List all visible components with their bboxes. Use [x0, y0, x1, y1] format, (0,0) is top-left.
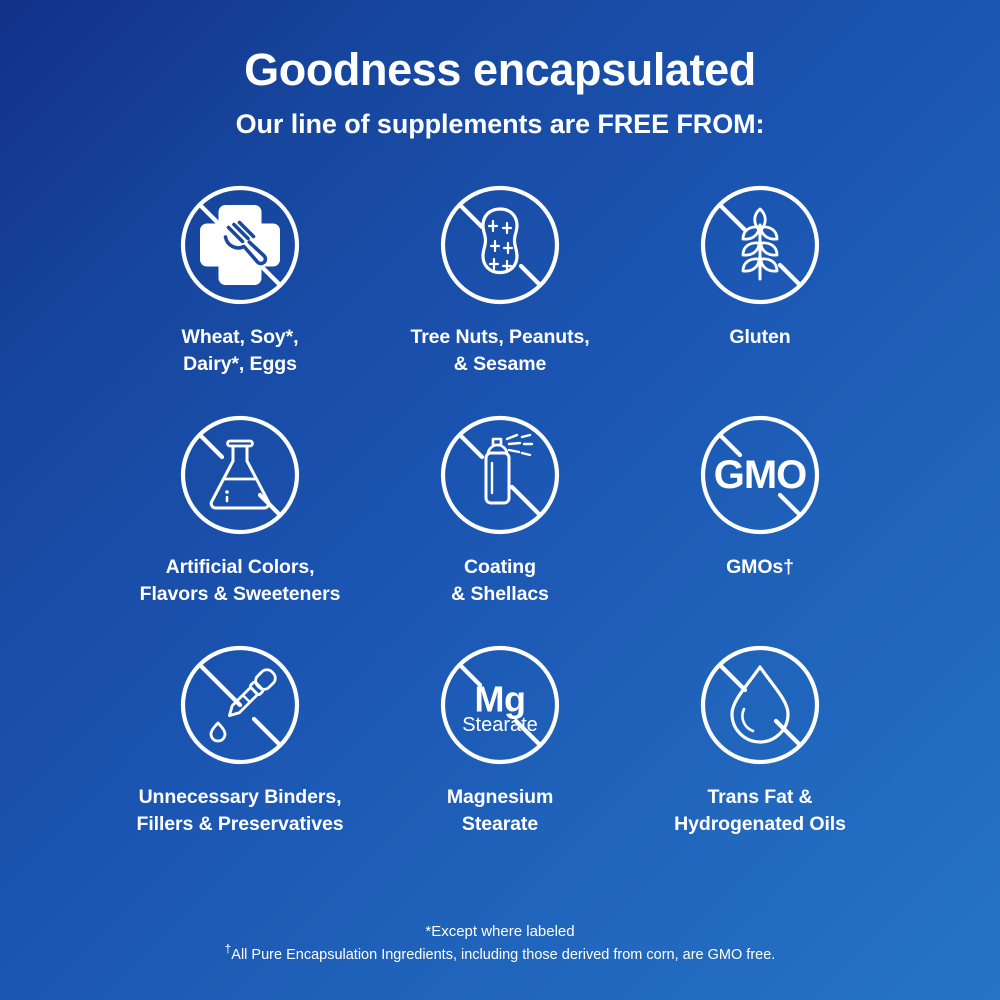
grid-item-caption: Trans Fat & Hydrogenated Oils: [674, 786, 846, 836]
no-dropper-icon: [178, 643, 302, 767]
header: Goodness encapsulated Our line of supple…: [0, 0, 1000, 139]
grid-item-allergens: Wheat, Soy*, Dairy*, Eggs: [110, 183, 370, 413]
footnotes: *Except where labeled †All Pure Encapsul…: [0, 920, 1000, 966]
grid-item-caption: Coating & Shellacs: [451, 556, 549, 606]
grid-item-gluten: Gluten: [630, 183, 890, 413]
grid-item-caption: Gluten: [729, 326, 791, 349]
grid-item-nuts: Tree Nuts, Peanuts, & Sesame: [370, 183, 630, 413]
grid-item-transfat: Trans Fat & Hydrogenated Oils: [630, 643, 890, 873]
grid-item-artificial: Artificial Colors, Flavors & Sweeteners: [110, 413, 370, 643]
dagger-symbol: †: [224, 941, 232, 956]
footnote-dagger: †All Pure Encapsulation Ingredients, inc…: [0, 941, 1000, 966]
no-allergen-cross-fork-icon: [178, 183, 302, 307]
footnote-dagger-text: All Pure Encapsulation Ingredients, incl…: [231, 946, 776, 963]
footnote-asterisk: *Except where labeled: [425, 923, 575, 941]
grid-item-caption: Tree Nuts, Peanuts, & Sesame: [410, 326, 590, 376]
grid-item-gmo: GMO GMOs†: [630, 413, 890, 643]
page-subtitle: Our line of supplements are FREE FROM:: [235, 108, 765, 139]
page-title: Goodness encapsulated: [244, 44, 756, 95]
stearate-inner-text: Stearate: [462, 714, 538, 736]
grid-item-caption: Artificial Colors, Flavors & Sweeteners: [139, 556, 341, 606]
no-magnesium-stearate-icon: Mg Stearate: [438, 643, 562, 767]
no-flask-icon: [178, 413, 302, 537]
free-from-grid: Wheat, Soy*, Dairy*, Eggs: [110, 183, 890, 873]
grid-item-caption: GMOs†: [726, 556, 794, 579]
grid-item-coating: Coating & Shellacs: [370, 413, 630, 643]
grid-item-caption: Wheat, Soy*, Dairy*, Eggs: [181, 326, 299, 376]
no-spray-can-icon: [438, 413, 562, 537]
grid-item-caption: Magnesium Stearate: [446, 786, 554, 836]
no-gmo-icon: GMO: [698, 413, 822, 537]
no-oil-droplet-icon: [698, 643, 822, 767]
grid-item-binders: Unnecessary Binders, Fillers & Preservat…: [110, 643, 370, 873]
grid-item-magnesium: Mg Stearate Magnesium Stearate: [370, 643, 630, 873]
mg-inner-text: Mg: [475, 679, 526, 720]
no-peanut-icon: [438, 183, 562, 307]
no-gluten-wheat-stalk-icon: [698, 183, 822, 307]
gmo-inner-text: GMO: [714, 453, 807, 497]
grid-item-caption: Unnecessary Binders, Fillers & Preservat…: [136, 786, 344, 836]
